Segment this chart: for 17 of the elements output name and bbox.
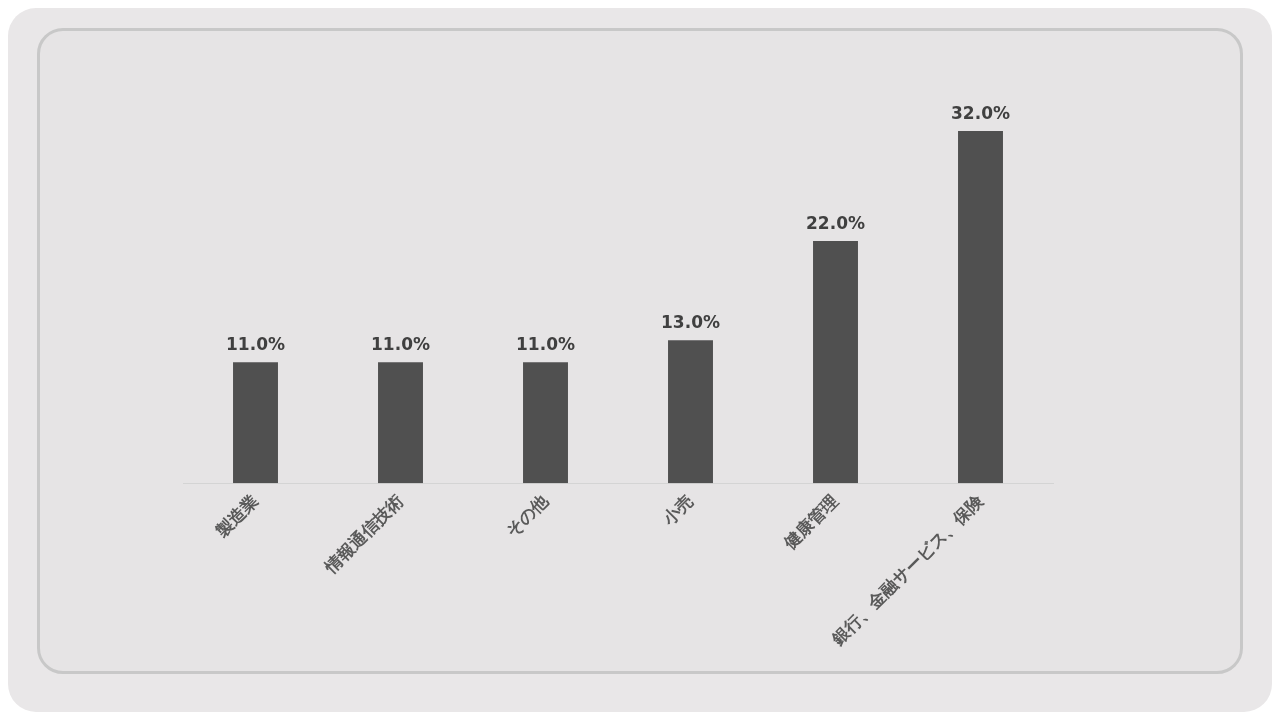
data-label: 22.0% — [806, 213, 865, 234]
x-tick-label: その他 — [501, 489, 553, 541]
data-label: 13.0% — [661, 312, 720, 333]
x-tick-label: 製造業 — [210, 490, 262, 542]
x-tick-label: 健康管理 — [778, 490, 842, 554]
data-label: 11.0% — [371, 334, 430, 355]
data-label: 11.0% — [226, 334, 285, 355]
bar — [668, 340, 713, 484]
bar — [233, 362, 278, 484]
data-label: 11.0% — [516, 334, 575, 355]
x-tick-label: 小売 — [657, 490, 697, 530]
data-label: 32.0% — [951, 102, 1010, 123]
bar — [523, 362, 568, 484]
bar — [958, 131, 1003, 484]
x-tick-label: 情報通信技術 — [319, 490, 407, 578]
bar — [378, 362, 423, 484]
bar — [813, 241, 858, 484]
